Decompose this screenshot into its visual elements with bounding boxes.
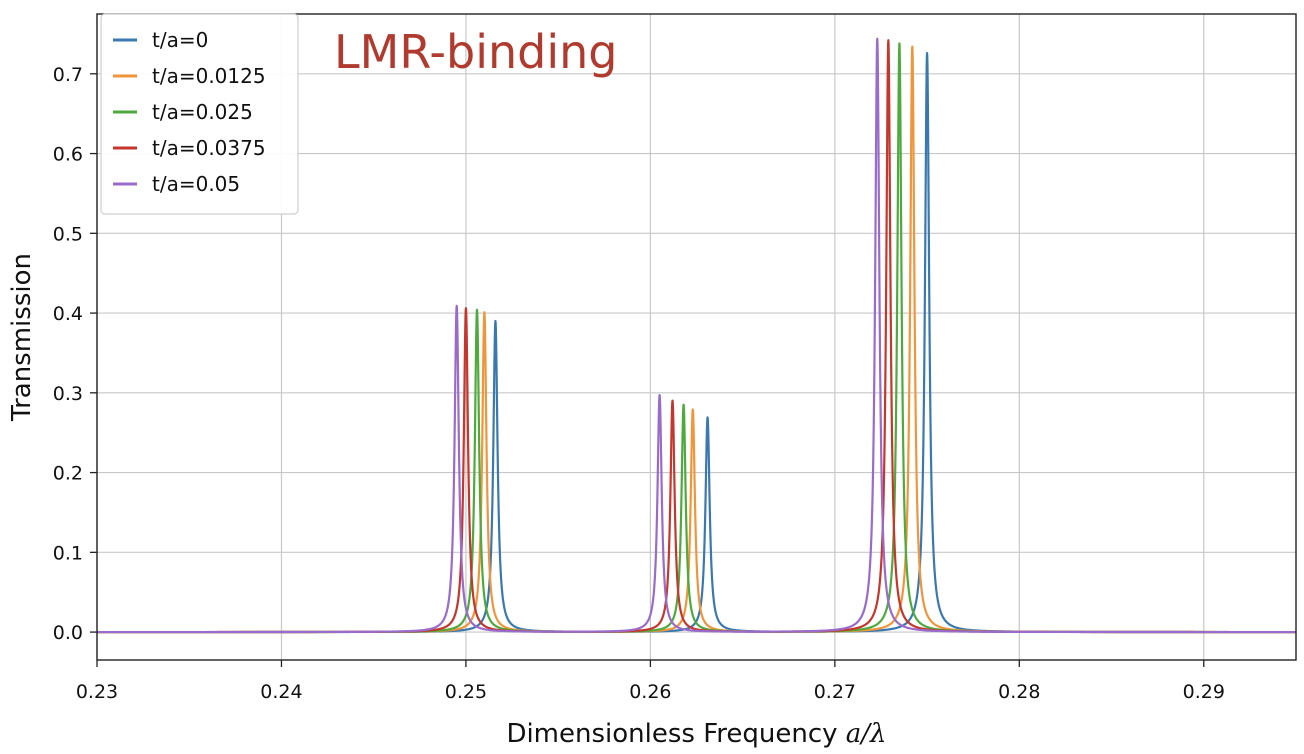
- axis-ticks: 0.23 0.24 0.25 0.26 0.27 0.28 0.29 0.0 0.1 0.2 0.3…: [53, 64, 1225, 703]
- y-axis-label: Transmission: [7, 253, 37, 422]
- legend-entry: t/a=0.05: [152, 172, 240, 196]
- x-tick-label: 0.25: [445, 681, 487, 703]
- grid-lines: [96, 14, 1296, 660]
- legend-box: [100, 13, 299, 215]
- annotation-lmr-binding: LMR-binding: [334, 25, 617, 79]
- y-tick-label: 0.2: [53, 463, 83, 485]
- legend-entry: t/a=0: [152, 28, 208, 52]
- series-lines: [97, 37, 1296, 634]
- x-tick-label: 0.28: [998, 681, 1040, 703]
- x-tick-label: 0.23: [76, 681, 118, 703]
- x-tick-label: 0.26: [629, 681, 671, 703]
- y-tick-label: 0.4: [53, 303, 83, 325]
- x-tick-label: 0.27: [814, 681, 856, 703]
- y-tick-label: 0.3: [53, 383, 83, 405]
- y-tick-label: 0.7: [53, 64, 83, 86]
- legend-entry: t/a=0.0375: [152, 136, 266, 160]
- series-line: [97, 37, 1296, 634]
- y-tick-label: 0.5: [53, 223, 83, 245]
- x-tick-label: 0.24: [260, 681, 302, 703]
- y-tick-label: 0.6: [53, 144, 83, 166]
- legend-entry: t/a=0.025: [152, 100, 253, 124]
- y-tick-label: 0.1: [53, 542, 83, 564]
- x-axis-label: Dimensionless Frequency a/λ: [506, 719, 886, 749]
- y-tick-label: 0.0: [53, 622, 83, 644]
- legend: t/a=0 t/a=0.0125 t/a=0.025 t/a=0.0375 t/a=0.…: [100, 13, 299, 215]
- x-tick-label: 0.29: [1183, 681, 1225, 703]
- plot-frame: [96, 13, 1297, 661]
- legend-entry: t/a=0.0125: [152, 64, 266, 88]
